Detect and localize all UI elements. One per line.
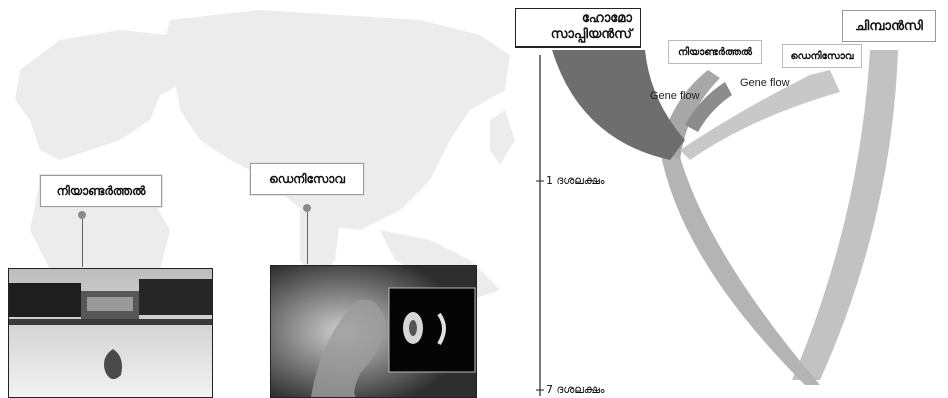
gene-flow-label-1: Gene flow xyxy=(650,90,700,102)
bone-fragment-graphic xyxy=(9,269,212,397)
sapiens-branch xyxy=(552,50,685,160)
homo-sapiens-line2: സാപ്പിയൻസ് xyxy=(550,27,632,42)
map-marker-denisova xyxy=(303,204,311,212)
map-stem-denisova xyxy=(307,212,308,264)
time-label-1-million: 1 ദശലക്ഷം xyxy=(546,174,605,187)
map-label-denisova: ഡെനിസോവ xyxy=(250,163,364,195)
phylogenetic-tree xyxy=(536,50,898,396)
chimp-branch xyxy=(792,50,898,380)
neanderthal-bone-photo xyxy=(8,268,213,398)
europe-landmass xyxy=(15,30,200,160)
denisova-branch xyxy=(680,70,840,160)
homo-sapiens-line1: ഹോമോ xyxy=(581,11,632,26)
map-marker-neanderthal xyxy=(78,211,86,219)
time-label-7-million: 7 ദശലക്ഷം xyxy=(546,383,605,396)
tree-label-neanderthal: നിയാണ്ടർത്തൽ xyxy=(668,40,762,64)
map-label-neanderthal: നിയാണ്ടർത്തൽ xyxy=(40,175,162,207)
tree-label-chimpanzee: ചിമ്പാൻസി xyxy=(842,10,936,42)
hominin-trunk xyxy=(660,150,820,385)
denisova-figure-graphic xyxy=(271,266,476,397)
tree-label-homo-sapiens: ഹോമോ സാപ്പിയൻസ് xyxy=(515,8,641,48)
asia-landmass xyxy=(160,10,510,230)
map-stem-neanderthal xyxy=(82,219,83,267)
neanderthal-branch xyxy=(685,82,732,132)
japan-landmass xyxy=(490,110,515,165)
tree-label-denisova: ഡെനിസോവ xyxy=(782,44,862,68)
denisova-photo xyxy=(270,265,477,398)
gene-flow-label-2: Gene flow xyxy=(740,77,790,89)
